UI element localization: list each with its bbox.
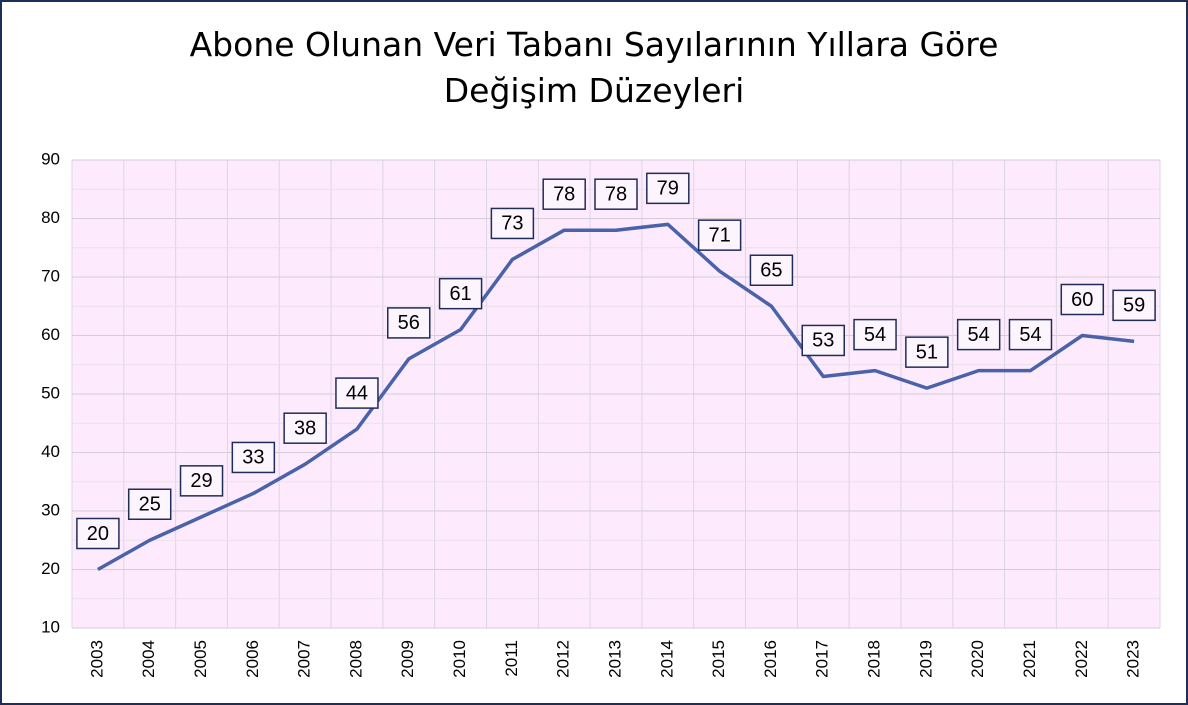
x-tick-label: 2014 (657, 640, 676, 678)
y-tick-label: 50 (41, 383, 60, 402)
x-tick-label: 2023 (1124, 640, 1143, 678)
x-tick-label: 2005 (191, 640, 210, 678)
data-label: 33 (242, 447, 264, 469)
chart-title: Abone Olunan Veri Tabanı Sayılarının Yıl… (189, 25, 999, 110)
data-label: 38 (294, 417, 316, 439)
x-tick-label: 2018 (865, 640, 884, 678)
data-label: 56 (398, 312, 420, 334)
data-label-box (127, 488, 172, 520)
data-label-box (231, 441, 276, 474)
x-tick-label: 2022 (1072, 640, 1091, 678)
data-label-box (1008, 318, 1053, 351)
x-tick-label: 2010 (450, 640, 469, 678)
data-label: 54 (864, 324, 886, 346)
data-label: 54 (968, 324, 990, 346)
data-label: 60 (1071, 289, 1093, 311)
y-tick-label: 20 (41, 559, 60, 578)
data-label-box (697, 219, 742, 251)
y-tick-label: 90 (41, 149, 60, 168)
x-tick-label: 2004 (139, 640, 158, 678)
data-label-box (490, 207, 535, 240)
data-label-box (801, 324, 845, 357)
data-label: 20 (87, 523, 109, 545)
x-tick-label: 2008 (346, 640, 365, 678)
data-label: 79 (657, 178, 679, 200)
y-tick-label: 60 (41, 325, 60, 344)
data-label: 44 (346, 382, 368, 404)
data-label-box (1060, 283, 1105, 316)
data-label: 78 (605, 183, 627, 205)
x-tick-label: 2003 (87, 640, 106, 678)
data-label-box (646, 172, 690, 205)
data-label-box (853, 318, 897, 351)
x-tick-label: 2017 (813, 640, 832, 678)
data-label-box (283, 412, 327, 444)
x-tick-label: 2012 (554, 640, 573, 678)
data-label: 73 (501, 213, 523, 235)
x-tick-label: 2011 (502, 640, 521, 677)
x-tick-label: 2019 (916, 640, 935, 678)
data-label: 54 (1019, 324, 1041, 346)
data-label: 53 (812, 330, 834, 352)
data-label-box (956, 318, 1001, 351)
data-label-box (76, 517, 120, 550)
x-tick-label: 2006 (243, 640, 262, 678)
data-label-box (335, 377, 379, 409)
data-label: 25 (139, 494, 161, 516)
data-label-box (1112, 289, 1156, 322)
data-label-box (542, 178, 586, 210)
data-label-box (594, 178, 638, 210)
data-label: 65 (760, 260, 782, 282)
data-label: 61 (449, 283, 471, 305)
y-tick-label: 70 (41, 266, 60, 285)
x-tick-label: 2015 (709, 640, 728, 678)
data-label: 59 (1123, 295, 1145, 317)
x-tick-label: 2009 (398, 640, 417, 678)
y-tick-label: 80 (41, 208, 60, 227)
x-tick-label: 2007 (295, 640, 314, 678)
y-tick-label: 30 (41, 500, 60, 519)
y-tick-label: 10 (41, 617, 60, 636)
series-line (97, 222, 1135, 572)
data-label-box (179, 465, 224, 497)
x-tick-label: 2020 (968, 640, 987, 678)
data-label: 78 (553, 183, 575, 205)
data-label: 29 (190, 470, 212, 492)
data-label: 51 (916, 341, 938, 363)
x-tick-label: 2016 (761, 640, 780, 678)
x-tick-label: 2021 (1020, 640, 1039, 678)
y-tick-label: 40 (41, 442, 60, 461)
data-label: 71 (708, 224, 730, 246)
data-label-box (387, 307, 431, 339)
data-label-box (438, 277, 483, 310)
data-label-box (905, 336, 949, 368)
x-tick-label: 2013 (605, 640, 624, 678)
data-label-box (749, 254, 794, 286)
